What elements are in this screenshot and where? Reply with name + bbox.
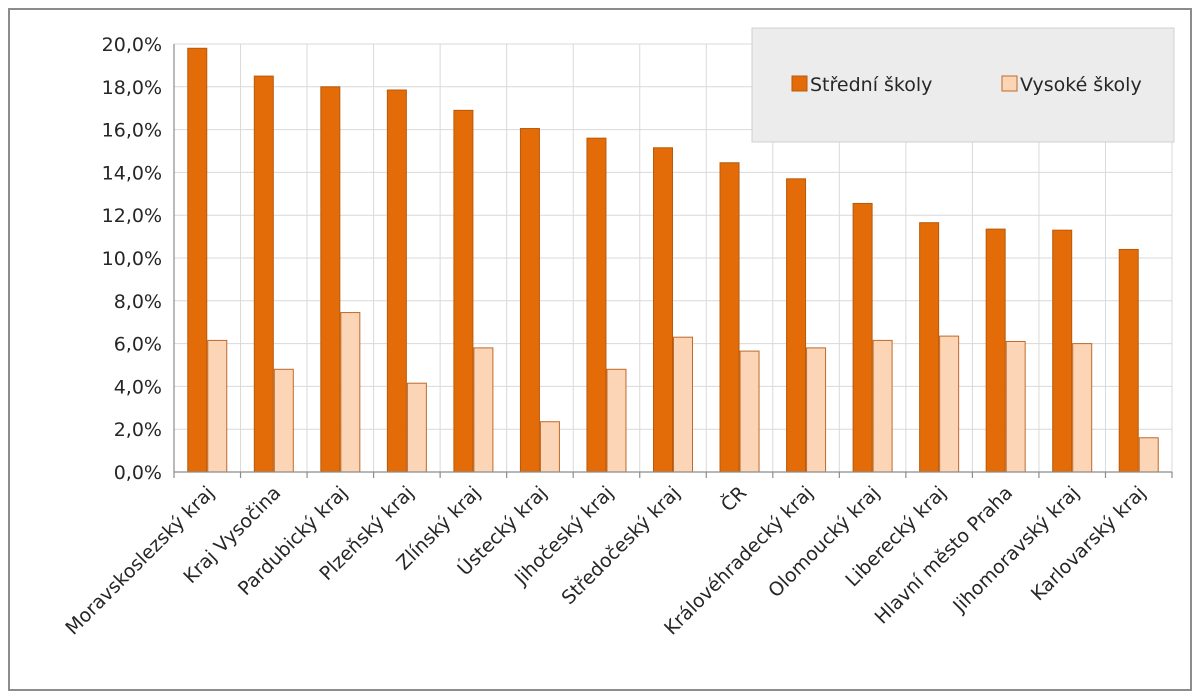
x-category-label: ČR [715,481,751,517]
legend-label-stredni-skoly: Střední školy [810,74,932,96]
y-tick-label: 14,0% [102,162,162,184]
bar-vysoke-skoly [406,382,427,473]
y-tick-label: 18,0% [102,77,162,99]
bar-stredni-skoly [519,128,540,473]
legend: Střední školy Vysoké školy [751,27,1175,143]
y-tick-label: 12,0% [102,205,162,227]
bar-vysoke-skoly [539,421,560,473]
x-category-label: Olomoucký kraj [764,482,884,602]
bar-vysoke-skoly [473,347,494,473]
bar-stredni-skoly [187,47,208,473]
y-tick-label: 16,0% [102,120,162,142]
bar-vysoke-skoly [1138,437,1159,473]
bar-vysoke-skoly [872,339,893,473]
bar-stredni-skoly [386,89,407,473]
bar-vysoke-skoly [806,347,827,473]
axis-layer [173,44,1173,478]
bar-vysoke-skoly [1072,343,1093,473]
chart-frame: 0,0% 2,0% 4,0% 6,0% 8,0% 10,0% 12,0% 14,0% 16,0%… [8,8,1192,691]
bar-stredni-skoly [653,147,673,473]
bar-vysoke-skoly [606,368,627,473]
bar-stredni-skoly [253,75,274,473]
bar-vysoke-skoly [673,336,693,473]
y-axis-ticks: 0,0% 2,0% 4,0% 6,0% 8,0% 10,0% 12,0% 14,0% 16,0%… [102,34,162,484]
x-category-label: Karlovarský kraj [1027,482,1150,605]
y-tick-label: 8,0% [114,291,162,313]
y-tick-label: 0,0% [114,462,162,484]
x-category-label: Středočeský kraj [557,482,684,609]
bar-stredni-skoly [1118,248,1139,473]
bar-stredni-skoly [453,109,474,473]
bar-stredni-skoly [919,222,940,473]
legend-swatch-vysoke-skoly [1001,75,1018,92]
bar-vysoke-skoly [273,368,294,473]
bar-stredni-skoly [852,202,873,473]
bar-vysoke-skoly [340,312,361,473]
bar-stredni-skoly [320,86,341,473]
y-tick-label: 4,0% [114,376,162,398]
bar-stredni-skoly [1052,229,1073,473]
bar-stredni-skoly [786,178,807,473]
x-category-label: Jihomoravský kraj [948,482,1083,617]
bar-stredni-skoly [985,228,1006,473]
bar-vysoke-skoly [207,339,228,473]
bar-vysoke-skoly [739,350,760,473]
bar-stredni-skoly [586,137,607,473]
y-tick-label: 20,0% [102,34,162,56]
bar-vysoke-skoly [1005,340,1026,473]
bar-stredni-skoly [719,162,740,473]
y-tick-label: 6,0% [114,334,162,356]
bar-vysoke-skoly [939,335,960,473]
bar-chart: 0,0% 2,0% 4,0% 6,0% 8,0% 10,0% 12,0% 14,0% 16,0%… [61,27,1175,640]
legend-background [751,27,1175,143]
y-tick-label: 2,0% [114,419,162,441]
y-tick-label: 10,0% [102,248,162,270]
legend-label-vysoke-skoly: Vysoké školy [1020,74,1142,96]
legend-swatch-stredni-skoly [791,75,808,92]
